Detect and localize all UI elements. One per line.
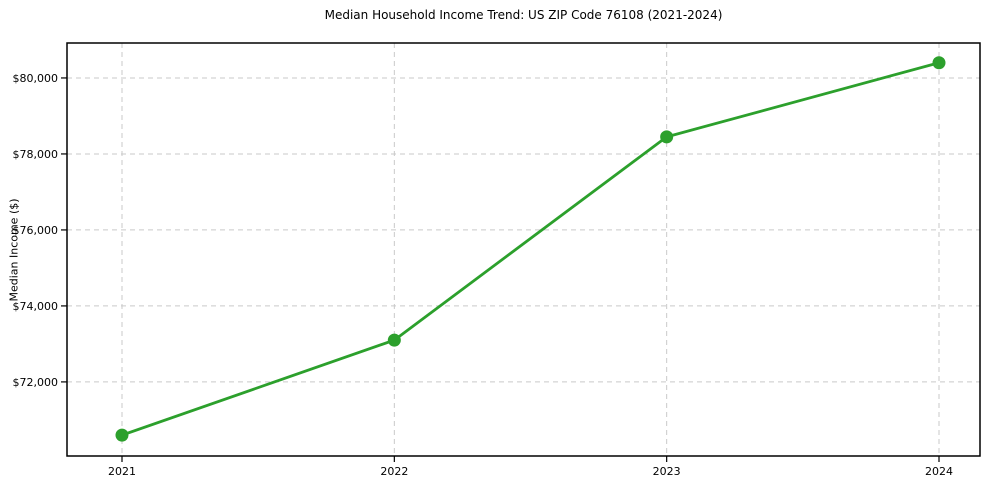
y-axis-label: Median Income ($)	[7, 198, 21, 302]
y-tick-label: $76,000	[13, 224, 59, 237]
y-tick-label: $72,000	[13, 376, 59, 389]
plot-frame	[66, 42, 981, 457]
chart-title: Median Household Income Trend: US ZIP Co…	[324, 8, 723, 22]
x-tick-label: 2024	[925, 465, 953, 478]
y-tick-label: $74,000	[13, 300, 59, 313]
data-point-2021	[115, 428, 129, 442]
x-tick-label: 2023	[653, 465, 681, 478]
y-tick-label: $78,000	[13, 148, 59, 161]
axis-tick-labels: $72,000 $74,000 $76,000 $78,000 $80,000 2021 2…	[13, 72, 954, 478]
gridlines	[67, 43, 980, 456]
axis-ticks	[61, 77, 940, 462]
x-tick-label: 2022	[380, 465, 408, 478]
axes-frame	[66, 42, 981, 457]
data-point-2022	[387, 333, 401, 347]
data-point-2024	[932, 56, 946, 70]
income-line-series	[115, 56, 946, 442]
y-tick-label: $80,000	[13, 72, 59, 85]
x-tick-label: 2021	[108, 465, 136, 478]
data-point-2023	[660, 130, 674, 144]
trend-line	[120, 61, 941, 437]
